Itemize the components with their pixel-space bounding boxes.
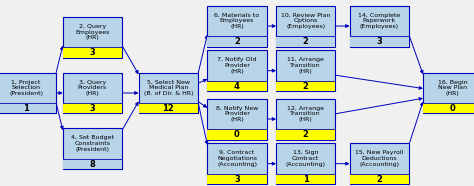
Text: 3: 3: [234, 174, 240, 184]
Bar: [207, 6, 266, 46]
Text: 1, Project
Selection
(President): 1, Project Selection (President): [9, 80, 43, 96]
Bar: [0, 103, 56, 113]
Text: 2: 2: [303, 81, 309, 91]
Bar: [276, 143, 336, 184]
Text: 13, Sign
Contract
(Accounting): 13, Sign Contract (Accounting): [286, 150, 326, 167]
Text: 3, Query
Providers
(HR): 3, Query Providers (HR): [78, 80, 107, 96]
Text: 6, Materials to
Employees
(HR): 6, Materials to Employees (HR): [214, 13, 260, 29]
Text: 8: 8: [90, 160, 95, 169]
Text: 7, Notify Old
Provider
(HR): 7, Notify Old Provider (HR): [217, 57, 257, 74]
Bar: [63, 73, 122, 113]
Bar: [63, 128, 122, 169]
Text: 2: 2: [303, 130, 309, 139]
Text: 2: 2: [376, 174, 382, 184]
Bar: [63, 159, 122, 169]
Bar: [63, 47, 122, 58]
Text: 0: 0: [450, 104, 456, 113]
Text: 3: 3: [90, 104, 95, 113]
Bar: [63, 17, 122, 58]
Bar: [350, 6, 409, 46]
Bar: [276, 129, 336, 140]
Bar: [350, 36, 409, 46]
Text: 14, Complete
Paperwork
(Employees): 14, Complete Paperwork (Employees): [358, 13, 401, 29]
Bar: [276, 36, 336, 46]
Bar: [350, 143, 409, 184]
Bar: [276, 81, 336, 91]
Bar: [276, 174, 336, 184]
Text: 10, Review Plan
Options
(Employees): 10, Review Plan Options (Employees): [281, 13, 330, 29]
Bar: [207, 174, 266, 184]
Bar: [276, 99, 336, 140]
Text: 4: 4: [234, 81, 240, 91]
Bar: [63, 103, 122, 113]
Text: 11, Arrange
Transition
(HR): 11, Arrange Transition (HR): [287, 57, 324, 74]
Text: 12, Arrange
Transition
(HR): 12, Arrange Transition (HR): [287, 106, 324, 122]
Bar: [207, 50, 266, 91]
Bar: [207, 143, 266, 184]
Text: 3: 3: [376, 37, 382, 46]
Bar: [138, 73, 198, 113]
Text: 5, Select New
Medical Plan
(B. of Dir. & HR): 5, Select New Medical Plan (B. of Dir. &…: [144, 80, 193, 96]
Bar: [350, 174, 409, 184]
Text: 15, New Payroll
Deductions
(Accounting): 15, New Payroll Deductions (Accounting): [355, 150, 403, 167]
Bar: [207, 99, 266, 140]
Bar: [207, 129, 266, 140]
Text: 16, Begin
New Plan
(HR): 16, Begin New Plan (HR): [438, 80, 467, 96]
Bar: [423, 73, 474, 113]
Text: 9, Contract
Negotiations
(Accounting): 9, Contract Negotiations (Accounting): [217, 150, 257, 167]
Bar: [276, 6, 336, 46]
Text: 12: 12: [163, 104, 174, 113]
Text: 3: 3: [90, 48, 95, 57]
Bar: [0, 73, 56, 113]
Bar: [276, 50, 336, 91]
Text: 2: 2: [234, 37, 240, 46]
Text: 1: 1: [303, 174, 309, 184]
Bar: [207, 81, 266, 91]
Text: 2: 2: [303, 37, 309, 46]
Bar: [207, 36, 266, 46]
Text: 8, Notify New
Provider
(HR): 8, Notify New Provider (HR): [216, 106, 258, 122]
Text: 2, Query
Employees
(HR): 2, Query Employees (HR): [75, 24, 109, 40]
Text: 4, Set Budget
Constraints
(President): 4, Set Budget Constraints (President): [71, 135, 114, 152]
Text: 0: 0: [234, 130, 240, 139]
Bar: [423, 103, 474, 113]
Bar: [138, 103, 198, 113]
Text: 1: 1: [23, 104, 29, 113]
